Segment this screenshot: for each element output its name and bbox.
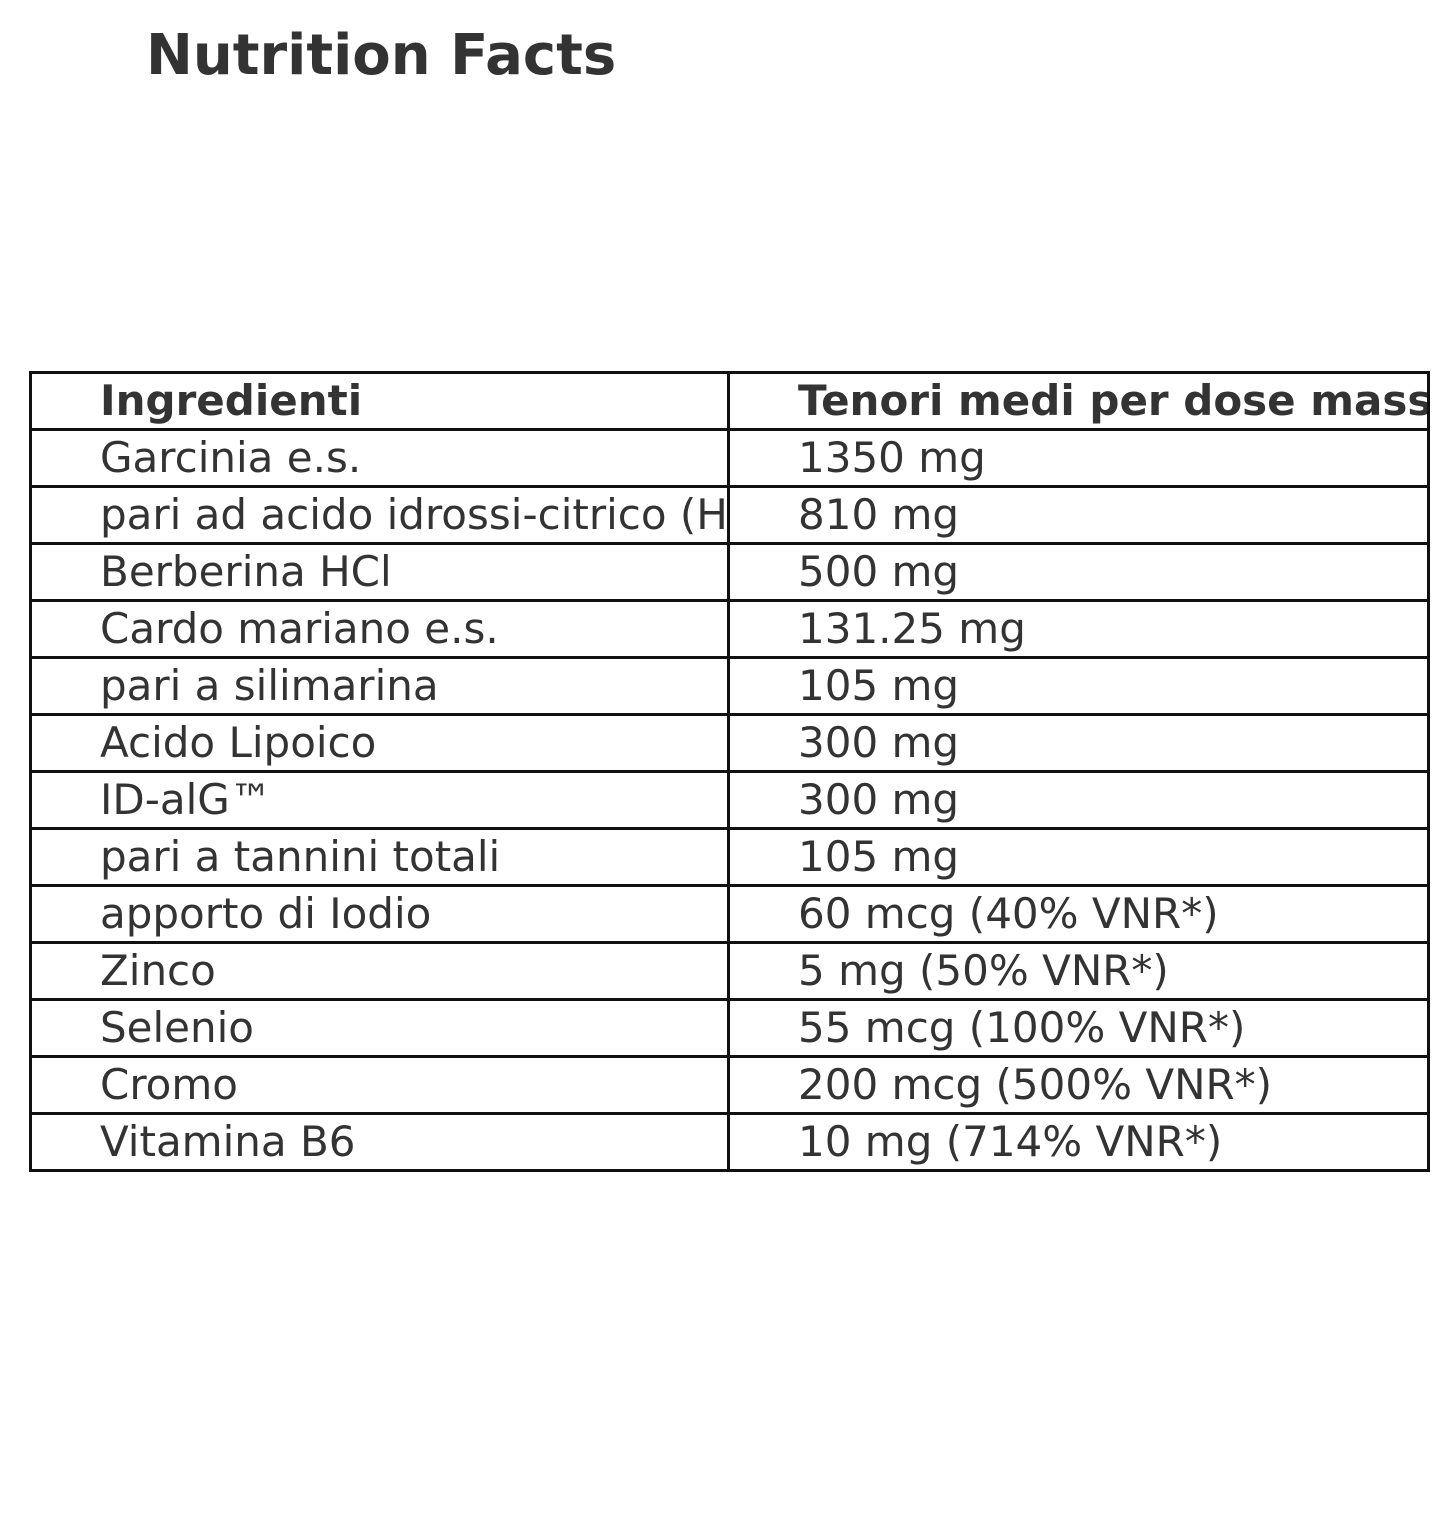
amount-cell: 5 mg (50% VNR*) xyxy=(727,941,1430,1001)
ingredient-cell: pari a silimarina xyxy=(29,656,730,716)
ingredient-cell: ID-alG™ xyxy=(29,770,730,830)
table-row: apporto di Iodio 60 mcg (40% VNR*) xyxy=(29,884,1430,944)
table-row: pari a silimarina 105 mg xyxy=(29,656,1430,716)
nutrition-table: Ingredienti Tenori medi per dose massima… xyxy=(29,371,1430,1172)
ingredient-cell: Cromo xyxy=(29,1055,730,1115)
ingredient-cell: pari a tannini totali xyxy=(29,827,730,887)
table-row: Acido Lipoico 300 mg xyxy=(29,713,1430,773)
ingredient-cell: apporto di Iodio xyxy=(29,884,730,944)
header-ingredients: Ingredienti xyxy=(29,371,730,431)
ingredient-cell: pari ad acido idrossi-citrico (HCA) xyxy=(29,485,730,545)
header-amount: Tenori medi per dose massima giornaliera xyxy=(727,371,1430,431)
amount-cell: 1350 mg xyxy=(727,428,1430,488)
ingredient-cell: Berberina HCl xyxy=(29,542,730,602)
ingredient-cell: Acido Lipoico xyxy=(29,713,730,773)
amount-cell: 810 mg xyxy=(727,485,1430,545)
amount-cell: 105 mg xyxy=(727,827,1430,887)
table-row: Garcinia e.s. 1350 mg xyxy=(29,428,1430,488)
amount-cell: 55 mcg (100% VNR*) xyxy=(727,998,1430,1058)
amount-cell: 500 mg xyxy=(727,542,1430,602)
table-row: pari ad acido idrossi-citrico (HCA) 810 … xyxy=(29,485,1430,545)
page-title: Nutrition Facts xyxy=(146,23,617,88)
table-row: Vitamina B6 10 mg (714% VNR*) xyxy=(29,1112,1430,1172)
table-row: pari a tannini totali 105 mg xyxy=(29,827,1430,887)
table-header-row: Ingredienti Tenori medi per dose massima… xyxy=(29,371,1430,431)
amount-cell: 300 mg xyxy=(727,713,1430,773)
amount-cell: 200 mcg (500% VNR*) xyxy=(727,1055,1430,1115)
ingredient-cell: Zinco xyxy=(29,941,730,1001)
ingredient-cell: Cardo mariano e.s. xyxy=(29,599,730,659)
ingredient-cell: Vitamina B6 xyxy=(29,1112,730,1172)
amount-cell: 105 mg xyxy=(727,656,1430,716)
amount-cell: 60 mcg (40% VNR*) xyxy=(727,884,1430,944)
table-row: Cardo mariano e.s. 131.25 mg xyxy=(29,599,1430,659)
table-row: Zinco 5 mg (50% VNR*) xyxy=(29,941,1430,1001)
amount-cell: 10 mg (714% VNR*) xyxy=(727,1112,1430,1172)
table-row: Selenio 55 mcg (100% VNR*) xyxy=(29,998,1430,1058)
ingredient-cell: Garcinia e.s. xyxy=(29,428,730,488)
amount-cell: 131.25 mg xyxy=(727,599,1430,659)
table-row: ID-alG™ 300 mg xyxy=(29,770,1430,830)
amount-cell: 300 mg xyxy=(727,770,1430,830)
table-row: Berberina HCl 500 mg xyxy=(29,542,1430,602)
ingredient-cell: Selenio xyxy=(29,998,730,1058)
table-row: Cromo 200 mcg (500% VNR*) xyxy=(29,1055,1430,1115)
